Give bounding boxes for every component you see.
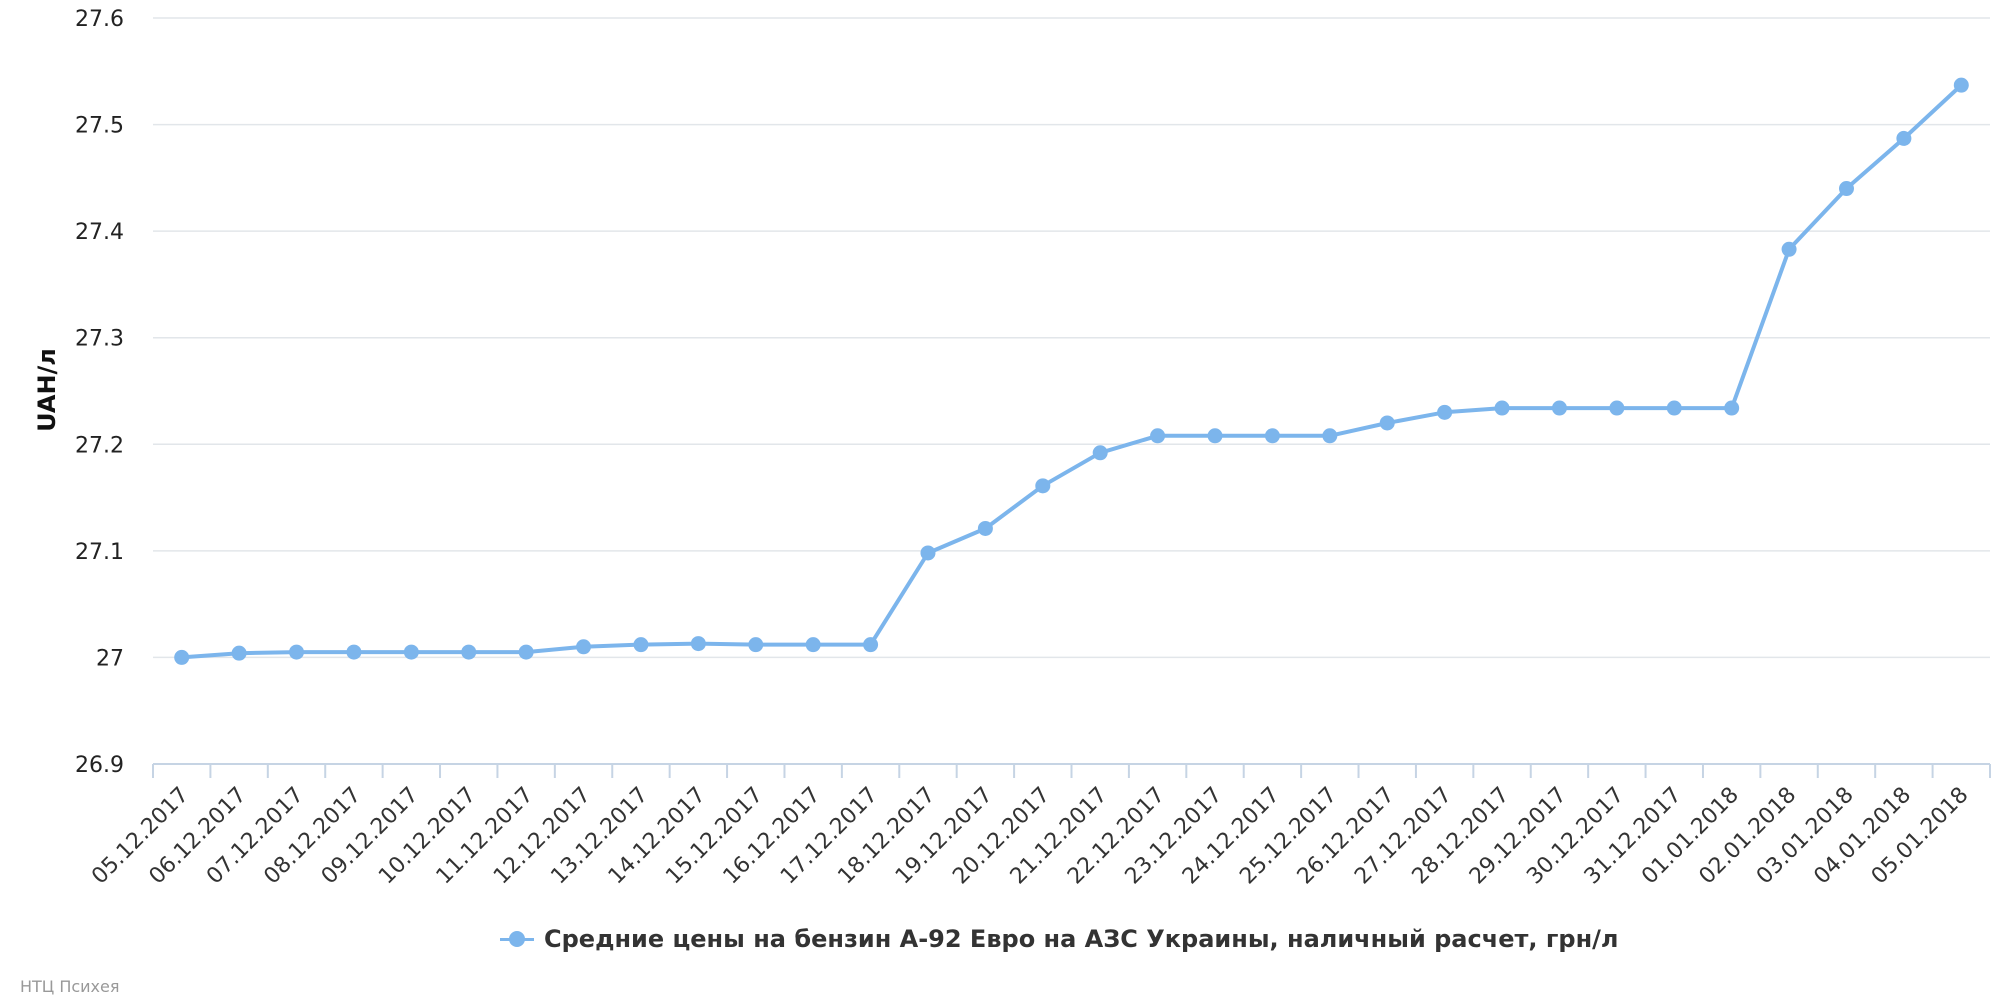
credit-text[interactable]: НТЦ Психея [20,977,120,996]
series-layer [174,77,1969,665]
data-point[interactable] [920,545,936,561]
data-point[interactable] [1494,400,1510,416]
data-point[interactable] [289,644,305,660]
data-point[interactable] [690,636,706,652]
data-point[interactable] [1838,181,1854,197]
data-point[interactable] [518,644,534,660]
y-tick-label: 27 [96,646,124,671]
data-point[interactable] [1322,428,1338,444]
data-point[interactable] [1953,77,1969,93]
data-point[interactable] [1035,478,1051,494]
data-point[interactable] [1207,428,1223,444]
data-point[interactable] [1609,400,1625,416]
legend-marker-icon [500,929,534,949]
x-tick-labels: 05.12.201706.12.201707.12.201708.12.2017… [87,783,1973,890]
series-line [179,83,1964,660]
data-point[interactable] [174,649,190,665]
y-tick-label: 27.2 [75,433,124,458]
data-point[interactable] [977,520,993,536]
data-point[interactable] [1150,428,1166,444]
legend-item-label: Средние цены на бензин А-92 Евро на АЗС … [544,925,1619,953]
y-tick-label: 27.6 [75,7,124,32]
y-tick-label: 27.5 [75,114,124,139]
data-point[interactable] [1551,400,1567,416]
data-point[interactable] [1437,404,1453,420]
data-point[interactable] [633,637,649,653]
data-point[interactable] [231,645,247,661]
y-tick-labels: 26.9 27 27.1 27.2 27.3 27.4 27.5 27.6 [75,7,124,778]
y-tick-label: 27.4 [75,220,124,245]
data-point[interactable] [576,639,592,655]
data-point[interactable] [1896,130,1912,146]
data-point[interactable] [1781,241,1797,257]
data-point[interactable] [1724,400,1740,416]
data-point[interactable] [403,644,419,660]
data-point[interactable] [346,644,362,660]
grid-layer [153,17,1990,659]
data-point[interactable] [1264,428,1280,444]
data-point[interactable] [863,637,879,653]
data-point[interactable] [1092,445,1108,461]
y-tick-label: 27.1 [75,540,124,565]
y-tick-label: 27.3 [75,327,124,352]
data-point[interactable] [1379,415,1395,431]
data-point[interactable] [461,644,477,660]
data-point[interactable] [805,637,821,653]
data-point[interactable] [1666,400,1682,416]
y-axis-title: UAH/л [33,348,61,432]
y-tick-label: 26.9 [75,753,124,778]
legend[interactable]: Средние цены на бензин А-92 Евро на АЗС … [500,925,1619,953]
data-point[interactable] [748,637,764,653]
axis-layer [152,763,1991,778]
